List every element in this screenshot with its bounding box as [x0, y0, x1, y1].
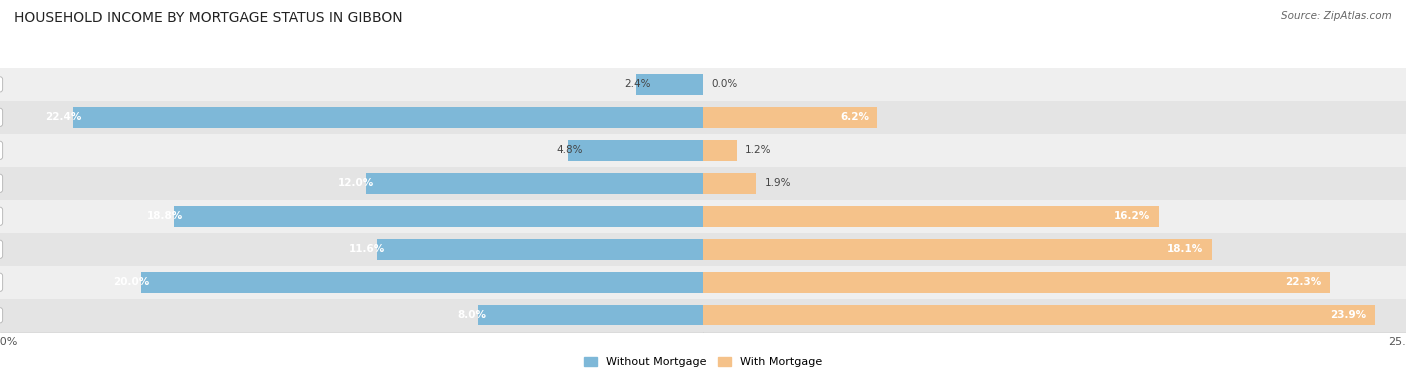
Bar [703, 266, 1406, 299]
Text: 12.0%: 12.0% [337, 178, 374, 188]
Text: HOUSEHOLD INCOME BY MORTGAGE STATUS IN GIBBON: HOUSEHOLD INCOME BY MORTGAGE STATUS IN G… [14, 11, 402, 25]
Bar [703, 107, 877, 127]
Bar [568, 140, 703, 161]
Bar [703, 68, 1406, 101]
Bar [703, 101, 1406, 134]
Bar [703, 233, 1406, 266]
Bar [636, 74, 703, 95]
Text: 16.2%: 16.2% [1114, 211, 1150, 221]
Bar [0, 167, 703, 200]
Bar [0, 101, 703, 134]
Text: 22.4%: 22.4% [45, 112, 82, 123]
Text: 22.3%: 22.3% [1285, 277, 1322, 287]
Bar [703, 200, 1406, 233]
Text: 23.9%: 23.9% [1330, 310, 1367, 320]
Text: 20.0%: 20.0% [112, 277, 149, 287]
Text: 4.8%: 4.8% [557, 145, 583, 155]
Text: 1.2%: 1.2% [745, 145, 772, 155]
Bar [478, 305, 703, 325]
Legend: Without Mortgage, With Mortgage: Without Mortgage, With Mortgage [579, 352, 827, 371]
Text: 18.8%: 18.8% [146, 211, 183, 221]
Bar [703, 239, 1212, 259]
Bar [366, 173, 703, 193]
Bar [703, 140, 737, 161]
Text: 2.4%: 2.4% [624, 79, 651, 89]
Text: 11.6%: 11.6% [349, 244, 385, 254]
Text: 18.1%: 18.1% [1167, 244, 1204, 254]
Text: 8.0%: 8.0% [457, 310, 486, 320]
Bar [703, 173, 756, 193]
Bar [703, 305, 1375, 325]
Bar [0, 233, 703, 266]
Bar [141, 272, 703, 293]
Text: 1.9%: 1.9% [765, 178, 792, 188]
Bar [703, 206, 1159, 227]
Bar [703, 134, 1406, 167]
Text: Source: ZipAtlas.com: Source: ZipAtlas.com [1281, 11, 1392, 21]
Bar [0, 134, 703, 167]
Bar [0, 68, 703, 101]
Text: 0.0%: 0.0% [711, 79, 738, 89]
Bar [703, 299, 1406, 332]
Bar [0, 266, 703, 299]
Bar [0, 299, 703, 332]
Bar [174, 206, 703, 227]
Text: 6.2%: 6.2% [839, 112, 869, 123]
Bar [377, 239, 703, 259]
Bar [73, 107, 703, 127]
Bar [703, 167, 1406, 200]
Bar [0, 200, 703, 233]
Bar [703, 272, 1330, 293]
